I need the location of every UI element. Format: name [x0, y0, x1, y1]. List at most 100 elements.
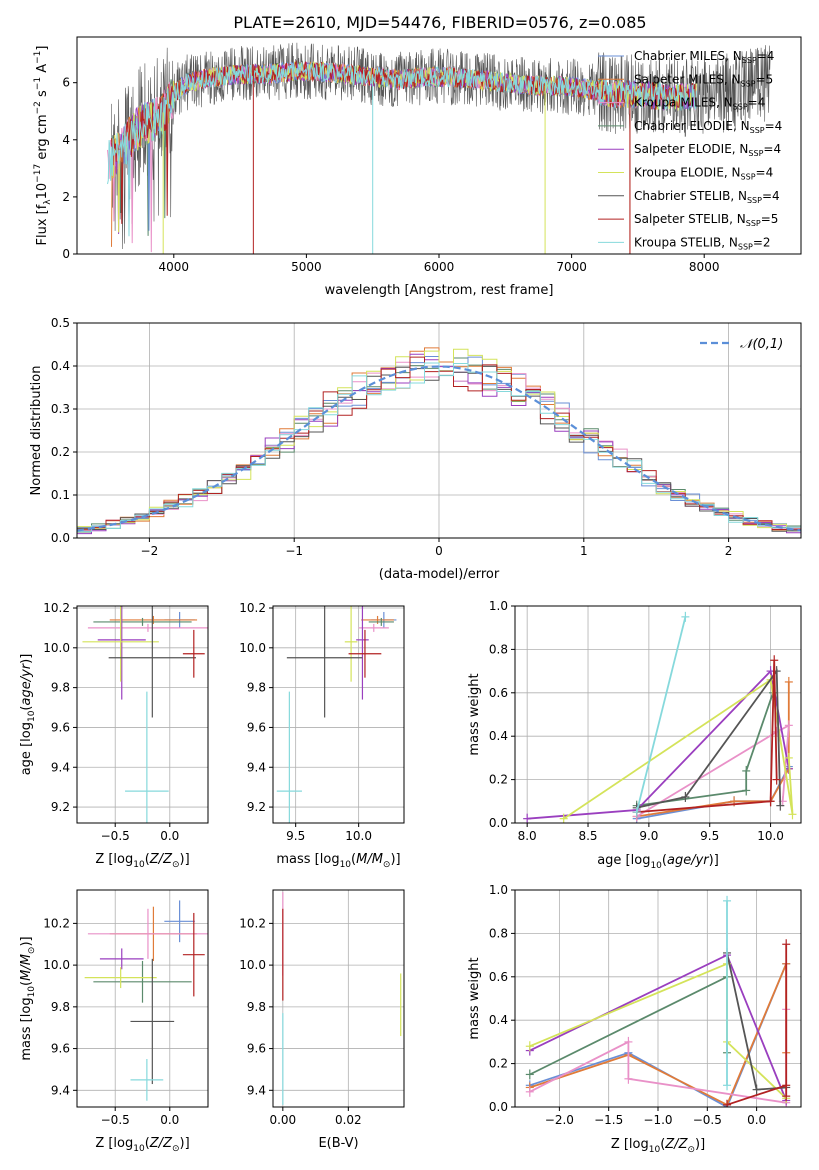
- y-tick-label: 9.4: [51, 1083, 70, 1097]
- legend-sub: SSP: [741, 79, 756, 88]
- x-tick-label: 0.0: [160, 829, 179, 843]
- label-part: )]: [19, 654, 34, 664]
- plot-area: [84, 900, 208, 1101]
- axes-box: [76, 605, 209, 824]
- plot-area: [525, 895, 791, 1107]
- y-tick-label: 9.2: [247, 800, 266, 814]
- y-tick-label: 10.2: [43, 601, 70, 615]
- label-part: (: [145, 852, 150, 867]
- legend-sub: SSP: [748, 149, 763, 158]
- y-tick-label: 0.4: [489, 729, 508, 743]
- x-tick-label: −2.0: [545, 1113, 574, 1127]
- label-part: Normed distribution: [29, 366, 44, 496]
- weight-series-line: [726, 944, 788, 1106]
- label-part: 10: [649, 1145, 661, 1155]
- panel-age_vs_Z: −0.5 0.09.29.49.69.810.010.2Z [log10(Z/Z⊙…: [19, 601, 209, 870]
- y-tick-label: 9.6: [247, 1042, 266, 1056]
- x-tick-label: 9.5: [286, 829, 305, 843]
- label-part: Z [log: [611, 1137, 649, 1152]
- y-axis-label: mass [log10(M/M⊙)]: [19, 936, 37, 1060]
- x-tick-label: 0.02: [335, 1113, 362, 1127]
- x-tick-label: 7000: [556, 260, 587, 274]
- legend-sub: SSP: [741, 173, 756, 182]
- y-tick-label: 0.2: [51, 445, 70, 459]
- label-part: )]: [19, 936, 34, 946]
- y-axis-label: mass weight: [467, 957, 482, 1039]
- label-part: Flux [f: [35, 204, 50, 245]
- label-part: age [log: [19, 722, 34, 775]
- x-tick-label: 9.5: [700, 829, 719, 843]
- x-tick-label: −2: [141, 544, 159, 558]
- x-tick-label: −1: [285, 544, 303, 558]
- label-part: −17: [33, 164, 43, 183]
- x-axis-label: wavelength [Angstrom, rest frame]: [325, 283, 554, 298]
- y-axis-label: age [log10(age/yr)]: [19, 654, 37, 776]
- axes-frame: 4000 5000 6000 7000 8000 0 2 4 6 Chabrier MILES, …: [33, 36, 802, 298]
- legend-label: Kroupa ELODIE, NSSP=4: [634, 166, 773, 182]
- x-tick-label: −0.5: [693, 1113, 722, 1127]
- legend-label: Kroupa STELIB, NSSP=2: [634, 235, 771, 251]
- x-tick-label: 2: [725, 544, 733, 558]
- panel-age_vs_mass: 9.5 10.0 9.2 9.4 9.6 9.8 10.0 10.2 mass [log10(M…: [239, 601, 405, 870]
- y-tick-label: 2: [62, 190, 70, 204]
- y-axis-label: Normed distribution: [29, 366, 44, 496]
- label-part: erg cm: [35, 114, 50, 163]
- legend-label: Salpeter STELIB, NSSP=5: [634, 212, 778, 228]
- label-part: age [log: [597, 853, 650, 868]
- x-tick-label: −0.5: [101, 1113, 130, 1127]
- y-tick-label: 1.0: [489, 599, 508, 613]
- x-axis-label: Z [log10(Z/Z⊙)]: [611, 1137, 705, 1155]
- label-part: ⊙: [687, 1145, 695, 1155]
- x-axis-label: age [log10(age/yr)]: [597, 853, 719, 871]
- label-part: 10: [27, 986, 37, 998]
- legend-text: =4: [748, 96, 766, 110]
- plot-area: [82, 606, 208, 823]
- y-tick-label: 9.4: [51, 760, 70, 774]
- label-part: E(B-V): [318, 1136, 358, 1151]
- x-axis-label: Z [log10(Z/Z⊙)]: [95, 852, 189, 870]
- axes-frame: 0.00 0.02 9.4 9.6 9.8 10.0 10.2 E(B-V): [239, 889, 405, 1151]
- y-tick-label: 9.4: [247, 1083, 266, 1097]
- y-tick-label: 0.2: [489, 773, 508, 787]
- axes-box: [76, 889, 209, 1108]
- plot-area: [523, 611, 797, 823]
- weight-series-line: [636, 668, 782, 809]
- y-tick-label: 0: [62, 247, 70, 261]
- x-tick-label: −1.5: [594, 1113, 623, 1127]
- x-tick-label: 5000: [291, 260, 322, 274]
- label-part: (: [660, 1137, 665, 1152]
- errorbar-group: [82, 606, 208, 823]
- x-tick-label: 9.0: [639, 829, 658, 843]
- x-tick-label: 0.00: [269, 1113, 296, 1127]
- label-part: 10: [27, 710, 37, 722]
- label-part: )]: [390, 852, 400, 867]
- label-part: ⊙: [383, 860, 391, 870]
- label-part: mass weight: [467, 673, 482, 755]
- y-tick-label: 9.6: [247, 720, 266, 734]
- weight-series-line: [636, 723, 790, 818]
- legend-text: =4: [756, 166, 774, 180]
- legend-text: Salpeter STELIB, N: [634, 212, 746, 226]
- label-part: )]: [180, 852, 190, 867]
- x-tick-label: 1: [580, 544, 588, 558]
- legend-sub: SSP: [733, 103, 748, 112]
- y-tick-label: 4: [62, 133, 70, 147]
- legend-text: =4: [762, 189, 780, 203]
- x-tick-label: 8.0: [518, 829, 537, 843]
- histogram-series: [77, 365, 801, 532]
- legend-label: Salpeter MILES, NSSP=5: [634, 72, 773, 88]
- label-part: M/M: [19, 954, 34, 981]
- label-part: (: [19, 706, 34, 711]
- x-axis-label: (data-model)/error: [379, 567, 500, 582]
- weight-lines: [525, 895, 791, 1107]
- y-tick-label: 0.8: [489, 926, 508, 940]
- legend-text: =4: [763, 142, 781, 156]
- label-part: age/yr: [667, 853, 710, 868]
- y-tick-label: 6: [62, 76, 70, 90]
- legend-label: Salpeter ELODIE, NSSP=4: [634, 142, 781, 158]
- legend-text: =4: [757, 49, 775, 63]
- y-tick-label: 0.4: [51, 359, 70, 373]
- label-part: Z [log: [95, 1136, 133, 1151]
- label-part: age/yr: [19, 662, 34, 705]
- label-part: mass weight: [467, 957, 482, 1039]
